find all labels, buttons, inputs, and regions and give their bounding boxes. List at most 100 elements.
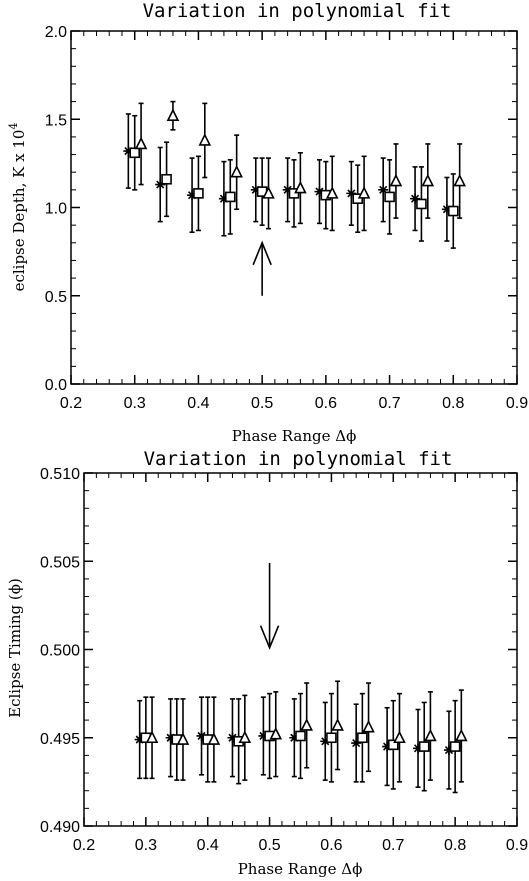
timing-y-tick-label: 0.510	[40, 466, 80, 483]
timing-point-asterisk	[413, 743, 424, 754]
depth-point-square	[193, 188, 204, 199]
depth-point-asterisk	[250, 184, 261, 195]
timing-panel: Variation in polynomial fit 0.2 0.3 0.4 0.5…	[6, 448, 528, 878]
timing-point-triangle	[145, 730, 159, 744]
timing-point-square	[418, 741, 430, 752]
depth-x-tick-label: 0.8	[442, 395, 464, 412]
timing-point-triangle	[207, 732, 221, 745]
depth-arrow-head	[252, 240, 272, 266]
depth-point-triangle	[134, 136, 148, 150]
depth-point-asterisk	[346, 188, 357, 199]
depth-point-asterisk	[314, 186, 325, 197]
depth-y-axis-label-exponent: 4	[7, 123, 20, 130]
timing-data-marks	[134, 680, 468, 794]
timing-point-square	[387, 739, 399, 751]
depth-point-triangle	[357, 186, 371, 199]
depth-y-axis-label-main: eclipse Depth, K x 10	[10, 130, 28, 292]
depth-y-tick-label: 1.0	[45, 201, 67, 218]
depth-x-tick-label: 0.2	[60, 395, 82, 412]
depth-point-triangle	[166, 108, 180, 122]
depth-point-square	[384, 191, 395, 203]
timing-point-triangle	[455, 728, 468, 742]
timing-point-asterisk	[258, 730, 269, 741]
depth-point-square	[416, 198, 427, 210]
timing-point-asterisk	[165, 732, 176, 743]
timing-point-square	[326, 732, 337, 744]
depth-y-tick-label: 0.5	[45, 289, 67, 306]
depth-point-asterisk	[155, 179, 166, 190]
timing-x-tick-label: 0.2	[73, 837, 95, 854]
depth-point-triangle	[294, 180, 307, 194]
timing-x-tick-label: 0.9	[506, 837, 528, 854]
timing-arrow-head	[259, 625, 280, 650]
depth-axis-ticks: 0.2 0.3 0.4 0.5 0.6 0.7 0.8 0.9 0.0 0.5 1.0 1.5 2.0	[45, 24, 528, 412]
depth-panel: Variation in polynomial fit 0.2 0.3 0.4 0.5…	[7, 0, 528, 445]
timing-arrow	[259, 563, 280, 650]
depth-point-asterisk	[187, 190, 198, 201]
timing-point-square	[357, 732, 368, 744]
timing-point-asterisk	[289, 732, 300, 743]
depth-chart-title: Variation in polynomial fit	[143, 0, 452, 22]
depth-x-axis-label: Phase Range Δϕ	[232, 427, 357, 445]
timing-point-triangle	[331, 718, 344, 731]
timing-y-tick-label: 0.495	[40, 731, 80, 748]
timing-x-axis-label: Phase Range Δϕ	[238, 860, 363, 878]
depth-point-triangle	[262, 186, 275, 199]
depth-point-asterisk	[123, 146, 134, 157]
timing-point-asterisk	[320, 736, 331, 747]
timing-x-tick-label: 0.6	[320, 837, 342, 854]
depth-point-triangle	[453, 173, 466, 187]
timing-point-asterisk	[443, 745, 454, 756]
depth-point-triangle	[230, 164, 243, 178]
timing-point-triangle	[300, 718, 313, 731]
depth-y-tick-label: 2.0	[45, 24, 67, 41]
timing-point-square	[449, 741, 461, 752]
depth-point-triangle	[325, 186, 339, 199]
depth-arrow	[252, 240, 272, 296]
timing-point-triangle	[176, 732, 190, 745]
timing-point-asterisk	[196, 730, 207, 741]
timing-axis-ticks: 0.2 0.3 0.4 0.5 0.6 0.7 0.8 0.9 0.490 0.495 0.500 0…	[40, 466, 528, 854]
timing-point-triangle	[269, 726, 283, 740]
depth-data-marks	[123, 100, 466, 249]
depth-x-tick-label: 0.3	[124, 395, 146, 412]
depth-x-tick-label: 0.9	[506, 395, 528, 412]
timing-point-asterisk	[134, 734, 145, 745]
timing-point-triangle	[362, 719, 375, 733]
timing-x-tick-label: 0.3	[135, 837, 157, 854]
depth-point-square	[129, 147, 141, 159]
depth-y-tick-label: 0.0	[45, 377, 67, 394]
timing-x-tick-label: 0.8	[444, 837, 466, 854]
depth-point-square	[161, 173, 172, 185]
depth-point-square	[224, 191, 236, 203]
timing-point-asterisk	[382, 741, 393, 752]
timing-chart-title: Variation in polynomial fit	[144, 448, 453, 470]
timing-x-tick-label: 0.5	[258, 837, 280, 854]
depth-point-asterisk	[410, 193, 421, 204]
timing-y-tick-label: 0.500	[40, 643, 80, 660]
timing-x-tick-label: 0.4	[197, 837, 219, 854]
timing-y-axis-label: Eclipse Timing (ϕ)	[6, 578, 24, 718]
depth-point-asterisk	[218, 193, 229, 204]
depth-point-triangle	[198, 133, 212, 146]
depth-point-asterisk	[378, 184, 389, 195]
depth-point-triangle	[421, 173, 435, 187]
depth-x-tick-label: 0.6	[315, 395, 337, 412]
timing-point-triangle	[238, 730, 252, 744]
depth-point-triangle	[389, 173, 403, 187]
timing-point-square	[295, 730, 306, 742]
depth-y-tick-label: 1.5	[45, 112, 67, 129]
depth-x-tick-label: 0.7	[378, 395, 400, 412]
timing-point-triangle	[424, 728, 437, 742]
depth-x-tick-label: 0.5	[251, 395, 273, 412]
timing-x-tick-label: 0.7	[382, 837, 404, 854]
depth-point-square	[447, 205, 459, 217]
timing-point-asterisk	[227, 732, 238, 743]
timing-y-tick-label: 0.490	[40, 819, 80, 836]
depth-point-asterisk	[282, 184, 293, 195]
depth-x-tick-label: 0.4	[187, 395, 209, 412]
timing-point-asterisk	[351, 738, 362, 749]
timing-point-triangle	[393, 730, 406, 744]
depth-y-axis-label: eclipse Depth, K x 104	[7, 123, 28, 292]
